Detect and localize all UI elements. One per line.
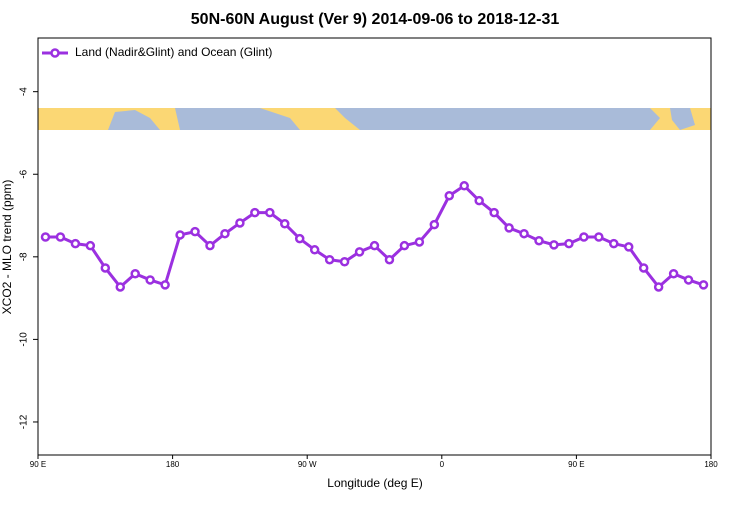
point xyxy=(265,207,275,218)
series-line xyxy=(45,183,704,290)
point xyxy=(369,240,380,251)
x-axis-label: Longitude (deg E) xyxy=(327,476,422,490)
point xyxy=(444,190,455,201)
point xyxy=(459,181,469,191)
point xyxy=(235,218,245,228)
point xyxy=(160,280,170,290)
point xyxy=(549,240,559,250)
point xyxy=(205,240,215,251)
point xyxy=(250,207,260,218)
point xyxy=(100,263,111,273)
x-tick-label: 180 xyxy=(166,460,180,469)
point xyxy=(115,282,126,292)
y-tick-label: -10 xyxy=(19,332,30,347)
point xyxy=(384,254,395,265)
point xyxy=(190,226,200,237)
point xyxy=(339,257,350,267)
x-tick-label: 90 E xyxy=(30,460,46,469)
point xyxy=(683,275,694,285)
point xyxy=(489,207,499,218)
y-tick-label: -12 xyxy=(19,414,30,429)
point xyxy=(594,232,604,242)
point xyxy=(579,232,589,242)
y-tick-label: -6 xyxy=(19,169,30,178)
point xyxy=(564,238,574,249)
plot-frame xyxy=(37,37,712,456)
point xyxy=(145,275,155,285)
x-tick-label: 90 W xyxy=(298,460,317,469)
point xyxy=(85,240,96,251)
point xyxy=(280,219,290,229)
point xyxy=(70,238,81,249)
point xyxy=(130,268,140,279)
x-tick-label: 90 E xyxy=(568,460,584,469)
point xyxy=(429,219,440,230)
point xyxy=(638,263,649,273)
point xyxy=(294,233,305,244)
point xyxy=(653,282,664,292)
point xyxy=(175,230,185,240)
point xyxy=(534,235,544,246)
x-tick-label: 180 xyxy=(704,460,718,469)
point xyxy=(55,232,66,242)
point xyxy=(609,238,619,249)
map-strip xyxy=(38,108,711,130)
point xyxy=(414,237,425,247)
chart-title: 50N-60N August (Ver 9) 2014-09-06 to 201… xyxy=(191,11,560,28)
legend-label: Land (Nadir&Glint) and Ocean (Glint) xyxy=(75,45,272,59)
point xyxy=(309,245,320,255)
y-axis-label: XCO2 - MLO trend (ppm) xyxy=(0,180,14,315)
point xyxy=(40,232,51,242)
point xyxy=(519,228,529,239)
point xyxy=(668,268,679,279)
y-tick-label: -8 xyxy=(19,252,30,261)
legend-marker xyxy=(50,48,60,58)
point xyxy=(220,228,230,239)
point xyxy=(324,254,335,265)
point xyxy=(504,223,514,233)
point xyxy=(698,280,709,290)
point xyxy=(623,242,634,252)
point xyxy=(399,240,410,251)
point xyxy=(354,247,365,257)
y-tick-label: -4 xyxy=(19,87,30,96)
point xyxy=(474,195,484,206)
x-tick-label: 0 xyxy=(440,460,445,469)
